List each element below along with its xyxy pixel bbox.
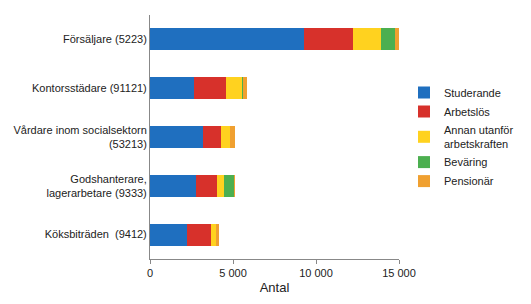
svg-text:Antal: Antal: [260, 280, 290, 295]
svg-text:Kontorsstädare (91121): Kontorsstädare (91121): [32, 82, 147, 94]
svg-text:Vårdare inom socialsektorn(532: Vårdare inom socialsektorn(53213): [14, 124, 147, 150]
svg-text:Köksbiträden (9412): Köksbiträden (9412): [45, 228, 147, 240]
svg-text:Godshanterare,lagerarbetare (9: Godshanterare,lagerarbetare (9333): [47, 173, 147, 199]
svg-text:Studerande: Studerande: [444, 87, 501, 99]
svg-text:15 000: 15 000: [382, 267, 416, 279]
svg-text:Annan utanförarbetskraften: Annan utanförarbetskraften: [444, 124, 513, 150]
svg-text:Arbetslös: Arbetslös: [444, 106, 490, 118]
svg-text:Pensionär: Pensionär: [444, 175, 494, 187]
svg-text:5 000: 5 000: [219, 267, 247, 279]
svg-text:Beväring: Beväring: [444, 156, 487, 168]
svg-text:0: 0: [147, 267, 153, 279]
svg-text:Försäljare (5223): Försäljare (5223): [63, 33, 147, 45]
svg-text:10 000: 10 000: [299, 267, 333, 279]
